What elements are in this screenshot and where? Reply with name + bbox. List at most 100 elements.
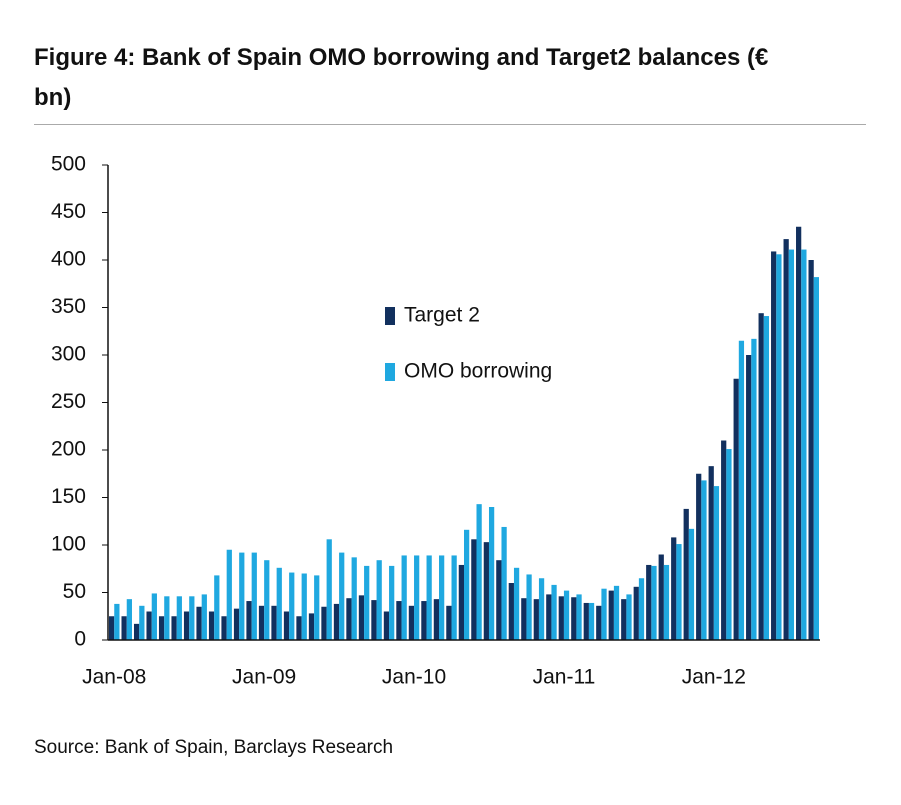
- bar: [521, 598, 527, 640]
- bar: [271, 605, 277, 640]
- bar: [439, 555, 445, 640]
- bar: [314, 575, 320, 640]
- y-tick-label: 50: [63, 580, 86, 603]
- legend-label: Target 2: [404, 304, 480, 327]
- bar: [158, 616, 165, 640]
- bar: [214, 575, 220, 640]
- y-tick-label: 500: [51, 153, 86, 176]
- bar: [133, 623, 140, 640]
- bar: [364, 565, 370, 640]
- y-tick-label: 450: [51, 200, 86, 223]
- bar: [301, 573, 307, 640]
- bar: [671, 537, 677, 640]
- bar: [626, 594, 632, 640]
- bar: [771, 251, 777, 640]
- bar: [788, 249, 795, 641]
- bar: [151, 593, 157, 640]
- bar: [638, 578, 645, 640]
- bar: [389, 565, 395, 640]
- bar: [483, 542, 489, 640]
- x-tick-label: Jan-12: [682, 666, 746, 689]
- bar: [783, 239, 789, 640]
- bar: [251, 552, 257, 640]
- chart: 0 50 100 150 200 250 300 350 400 450 500 Jan-08 Jan-…: [51, 153, 820, 689]
- x-tick-label: Jan-10: [382, 666, 446, 689]
- bar: [408, 605, 415, 640]
- bar: [196, 606, 202, 640]
- bar: [801, 249, 807, 641]
- bar: [583, 602, 589, 640]
- bar: [813, 277, 820, 640]
- bar: [464, 529, 470, 640]
- bar: [114, 603, 120, 640]
- bar: [326, 539, 332, 640]
- bar: [339, 552, 345, 640]
- bar: [746, 355, 752, 640]
- bar: [421, 601, 427, 640]
- bar: [176, 596, 182, 640]
- bar: [471, 539, 477, 640]
- bar: [414, 555, 420, 640]
- bar: [496, 560, 502, 640]
- bar: [171, 616, 177, 640]
- bar: [221, 616, 227, 640]
- bar: [676, 544, 682, 640]
- chart-title: Figure 4: Bank of Spain OMO borrowing an…: [34, 44, 769, 111]
- bar: [658, 554, 664, 640]
- bar: [308, 613, 315, 640]
- bar: [621, 599, 627, 640]
- y-tick-label: 150: [51, 485, 86, 508]
- bar: [108, 616, 115, 640]
- bar: [433, 599, 440, 640]
- bar: [546, 594, 552, 640]
- title-rule: [34, 124, 866, 125]
- bar: [733, 378, 739, 640]
- bar: [239, 552, 245, 640]
- bar: [488, 507, 495, 640]
- y-tick-label: 0: [74, 628, 86, 651]
- bar: [588, 602, 595, 640]
- bar: [371, 600, 377, 640]
- bar: [426, 555, 432, 640]
- bar: [796, 226, 802, 640]
- bar: [289, 572, 295, 640]
- legend-swatch: [385, 363, 395, 381]
- bar: [401, 555, 407, 640]
- bar: [264, 560, 270, 640]
- bar: [126, 599, 132, 640]
- bar: [558, 596, 564, 640]
- bar: [688, 528, 695, 640]
- bar: [701, 480, 707, 640]
- bar: [446, 605, 452, 640]
- bar: [226, 549, 232, 640]
- bar: [283, 611, 290, 640]
- bar: [258, 605, 265, 640]
- bar: [208, 611, 215, 640]
- bar: [538, 578, 545, 640]
- bar: [333, 603, 340, 640]
- bar: [121, 616, 127, 640]
- bar: [563, 590, 570, 640]
- bar: [726, 449, 732, 640]
- bar: [164, 596, 170, 640]
- y-tick-label: 400: [51, 248, 86, 271]
- bar: [513, 567, 520, 640]
- bar: [551, 584, 557, 640]
- bar: [476, 504, 482, 640]
- bar: [526, 574, 532, 640]
- bar: [633, 586, 639, 640]
- bar: [608, 590, 614, 640]
- bar: [738, 340, 745, 640]
- bar: [758, 313, 764, 640]
- bar: [458, 564, 464, 640]
- bar: [146, 611, 152, 640]
- bar: [663, 564, 670, 640]
- x-tick-label: Jan-11: [533, 666, 596, 689]
- y-tick-label: 300: [51, 343, 86, 366]
- bar: [651, 565, 657, 640]
- bar: [708, 466, 714, 640]
- bar: [346, 598, 352, 640]
- bar: [571, 597, 577, 640]
- y-tick-label: 200: [51, 438, 86, 461]
